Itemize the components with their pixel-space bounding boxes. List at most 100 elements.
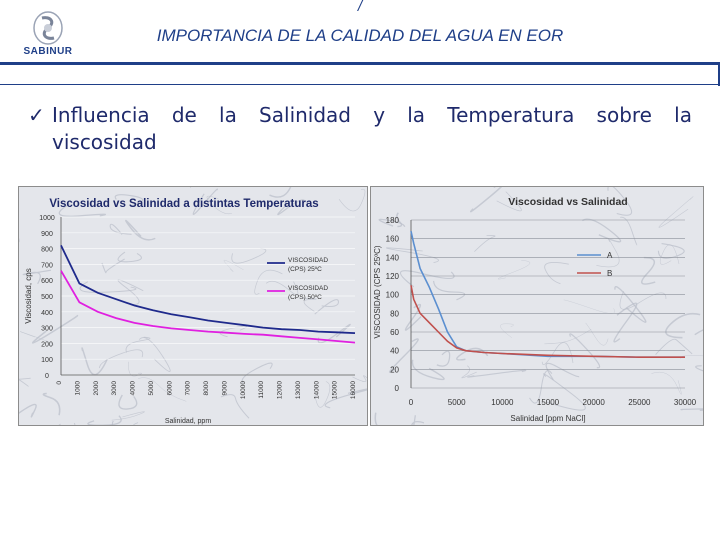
marble-vein <box>125 219 156 241</box>
chart1-series-line <box>60 245 356 334</box>
marble-vein <box>128 361 142 377</box>
chart2-xlabel: Salinidad [ppm NaCl] <box>510 414 585 423</box>
company-logo: SABINUR <box>16 8 80 60</box>
bullet-point: ✓ Influencia de la Salinidad y la Temper… <box>28 102 692 156</box>
chart2-ylabel: VISCOSIDAD (CPS 25ºC) <box>373 245 382 339</box>
marble-vein <box>386 247 439 263</box>
marble-vein <box>461 365 477 379</box>
marble-vein <box>657 243 685 259</box>
chart2-ytick-label: 0 <box>395 384 400 393</box>
marble-vein <box>396 212 403 228</box>
marble-vein <box>620 216 638 246</box>
marble-vein <box>58 203 106 217</box>
marble-vein <box>529 370 553 404</box>
chart2-series-line <box>410 285 685 358</box>
marble-vein <box>220 394 250 419</box>
chart2-xtick-label: 15000 <box>537 398 560 407</box>
marble-vein <box>655 338 693 355</box>
check-icon: ✓ <box>28 103 45 127</box>
marble-vein <box>613 302 638 343</box>
marble-vein <box>99 349 144 369</box>
chart2-xtick-label: 20000 <box>583 398 606 407</box>
chart2-ytick-label: 20 <box>390 365 399 374</box>
marble-vein <box>474 235 496 252</box>
marble-vein <box>497 260 531 280</box>
chart2-title: Viscosidad vs Salinidad <box>508 196 627 208</box>
chart1-xtick-label: 2000 <box>93 381 100 396</box>
chart1-xtick-label: 4000 <box>130 381 137 396</box>
marble-vein <box>388 338 419 373</box>
marble-vein <box>277 199 306 216</box>
marble-vein <box>241 362 273 384</box>
chart1-ytick-label: 400 <box>41 310 53 317</box>
chart2-ytick-label: 120 <box>386 272 400 281</box>
marble-vein <box>651 371 682 395</box>
marble-background <box>371 187 703 425</box>
slide-header: SABINUR / IMPORTANCIA DE LA CALIDAD DEL … <box>0 0 720 86</box>
chart1-ylabel: Viscosidad, cps <box>24 268 33 323</box>
chart1-title: Viscosidad vs Salinidad a distintas Temp… <box>49 198 318 210</box>
marble-vein <box>433 280 466 301</box>
marble-vein <box>231 247 267 264</box>
marble-vein <box>411 415 425 425</box>
marble-vein <box>118 394 138 410</box>
marble-vein <box>114 194 144 207</box>
marble-vein <box>695 365 703 372</box>
marble-vein <box>125 336 151 353</box>
marble-vein <box>254 269 283 295</box>
chart1-legend-label: (CPS) 50ºC <box>288 294 322 301</box>
chart2-ytick-label: 140 <box>386 253 400 262</box>
chart1-xtick-label: 12000 <box>277 381 284 399</box>
chart1-xtick-label: 5000 <box>148 381 155 396</box>
marble-vein <box>544 262 569 285</box>
title-top-mark: / <box>357 0 363 15</box>
chart2-ytick-label: 40 <box>390 347 399 356</box>
chart2-xtick-label: 0 <box>409 398 414 407</box>
marble-vein <box>659 244 680 265</box>
chart2-ytick-label: 160 <box>386 235 400 244</box>
chart1-series-line <box>60 270 356 344</box>
marble-vein <box>374 412 378 425</box>
marble-vein <box>404 303 422 331</box>
chart1-ytick-label: 600 <box>41 278 53 285</box>
chart1-xtick-label: 7000 <box>185 381 192 396</box>
chart2-ytick-label: 100 <box>386 291 400 300</box>
chart1-xtick-label: 14000 <box>313 381 320 399</box>
marble-vein <box>81 347 108 376</box>
marble-vein <box>138 337 171 372</box>
marble-vein <box>436 350 451 367</box>
chart1-xtick-label: 6000 <box>166 381 173 396</box>
bullet-line-2: viscosidad <box>52 130 157 154</box>
logo-text: SABINUR <box>23 46 73 57</box>
bullet-line-1: Influencia de la Salinidad y la Temperat… <box>52 103 692 127</box>
marble-vein <box>569 333 601 369</box>
marble-vein <box>467 369 527 378</box>
chart1-xtick-label: 8000 <box>203 381 210 396</box>
marble-vein <box>619 290 667 310</box>
marble-vein <box>324 388 367 409</box>
marble-vein <box>411 359 445 381</box>
marble-vein <box>303 297 317 312</box>
marble-vein <box>665 312 701 339</box>
marble-vein <box>469 187 503 213</box>
chart1-xtick-label: 11000 <box>258 381 265 399</box>
chart1-ytick-label: 100 <box>41 357 53 364</box>
marble-vein <box>545 362 580 381</box>
chart1-xtick-label: 0 <box>56 381 63 385</box>
marble-vein <box>22 269 52 285</box>
chart2-legend-label: B <box>607 269 612 278</box>
marble-vein <box>500 323 514 338</box>
chart1-legend-label: VISCOSIDAD <box>288 285 328 292</box>
chart1-legend-label: VISCOSIDAD <box>288 257 328 264</box>
chart1-xtick-label: 15000 <box>332 381 339 399</box>
marble-vein <box>581 218 622 243</box>
header-divider <box>0 62 720 65</box>
marble-vein <box>265 280 299 296</box>
chart1-xtick-label: 3000 <box>111 381 118 396</box>
marble-vein <box>117 279 144 306</box>
chart2-xtick-label: 30000 <box>674 398 697 407</box>
chart1-xtick-label: 1000 <box>74 381 81 396</box>
logo-emblem-icon <box>33 11 63 45</box>
marble-vein <box>456 347 489 361</box>
chart1-legend-label: (CPS) 25ºC <box>288 266 322 273</box>
